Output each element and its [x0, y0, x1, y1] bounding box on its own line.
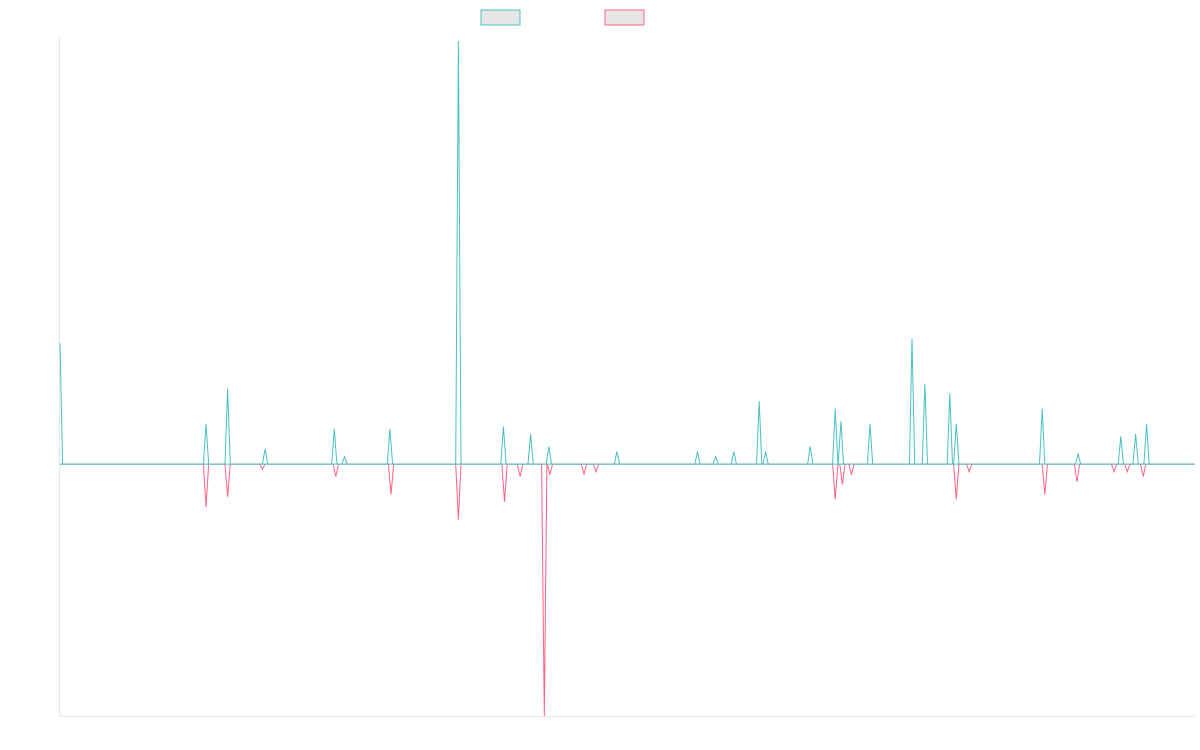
- series-1-point-29[interactable]: [1134, 432, 1138, 436]
- series-2-point-20[interactable]: [1112, 470, 1116, 474]
- series-2-point-14[interactable]: [840, 482, 844, 486]
- series-1-point-15[interactable]: [732, 450, 736, 454]
- series-1-point-5[interactable]: [332, 427, 336, 431]
- series-2-point-9[interactable]: [542, 714, 546, 718]
- series-1-point-24[interactable]: [948, 392, 952, 396]
- legend: [480, 9, 645, 26]
- series-2-point-1[interactable]: [204, 505, 208, 509]
- series-line-2[interactable]: [60, 463, 1195, 717]
- series-1-point-26[interactable]: [1040, 407, 1044, 411]
- series-2-point-2[interactable]: [226, 495, 230, 499]
- plot-area: [58, 39, 1195, 718]
- series-2-point-17[interactable]: [967, 470, 971, 474]
- series-2-point-18[interactable]: [1043, 492, 1047, 496]
- series-1-point-30[interactable]: [1145, 422, 1149, 426]
- series-2-point-4[interactable]: [334, 475, 338, 479]
- series-1-point-14[interactable]: [714, 455, 718, 459]
- series-1-point-7[interactable]: [388, 427, 392, 431]
- series-2-point-7[interactable]: [503, 500, 507, 504]
- series-2-point-12[interactable]: [594, 470, 598, 474]
- legend-swatch-series-2[interactable]: [604, 9, 645, 26]
- series-2-point-11[interactable]: [582, 472, 586, 476]
- series-1-point-21[interactable]: [868, 422, 872, 426]
- series-2-point-15[interactable]: [850, 472, 854, 476]
- series-2-point-19[interactable]: [1075, 480, 1079, 484]
- series-1-point-18[interactable]: [808, 445, 812, 449]
- series-1-point-25[interactable]: [954, 422, 958, 426]
- legend-swatch-series-1[interactable]: [480, 9, 521, 26]
- series-2-point-22[interactable]: [1141, 475, 1145, 479]
- series-1-point-22[interactable]: [910, 336, 914, 340]
- series-1-point-2[interactable]: [204, 422, 208, 426]
- series-2-point-13[interactable]: [833, 497, 837, 501]
- series-2-point-3[interactable]: [260, 467, 264, 471]
- series-2-point-10[interactable]: [548, 472, 552, 476]
- series-2-point-21[interactable]: [1125, 470, 1129, 474]
- series-1-point-23[interactable]: [923, 382, 927, 386]
- series-1-point-4[interactable]: [263, 447, 267, 451]
- series-1-point-1[interactable]: [58, 341, 62, 345]
- series-1-point-28[interactable]: [1119, 434, 1123, 438]
- series-1-point-8[interactable]: [456, 39, 460, 43]
- series-1-point-6[interactable]: [343, 455, 347, 459]
- series-1-point-13[interactable]: [696, 450, 700, 454]
- series-1-point-12[interactable]: [615, 450, 619, 454]
- series-1-point-19[interactable]: [833, 407, 837, 411]
- series-2-point-16[interactable]: [954, 497, 958, 501]
- series-1-point-11[interactable]: [547, 445, 551, 449]
- series-2-point-5[interactable]: [389, 492, 393, 496]
- series-1-point-10[interactable]: [529, 432, 533, 436]
- series-1-point-16[interactable]: [757, 399, 761, 403]
- series-1-point-3[interactable]: [226, 387, 230, 391]
- series-1-point-9[interactable]: [501, 424, 505, 428]
- series-line-1[interactable]: [59, 40, 1195, 465]
- series-1-point-17[interactable]: [764, 450, 768, 454]
- series-2-point-6[interactable]: [456, 518, 460, 522]
- series-1-point-27[interactable]: [1076, 452, 1080, 456]
- series-2-point-8[interactable]: [518, 475, 522, 479]
- series-1-point-20[interactable]: [839, 419, 843, 423]
